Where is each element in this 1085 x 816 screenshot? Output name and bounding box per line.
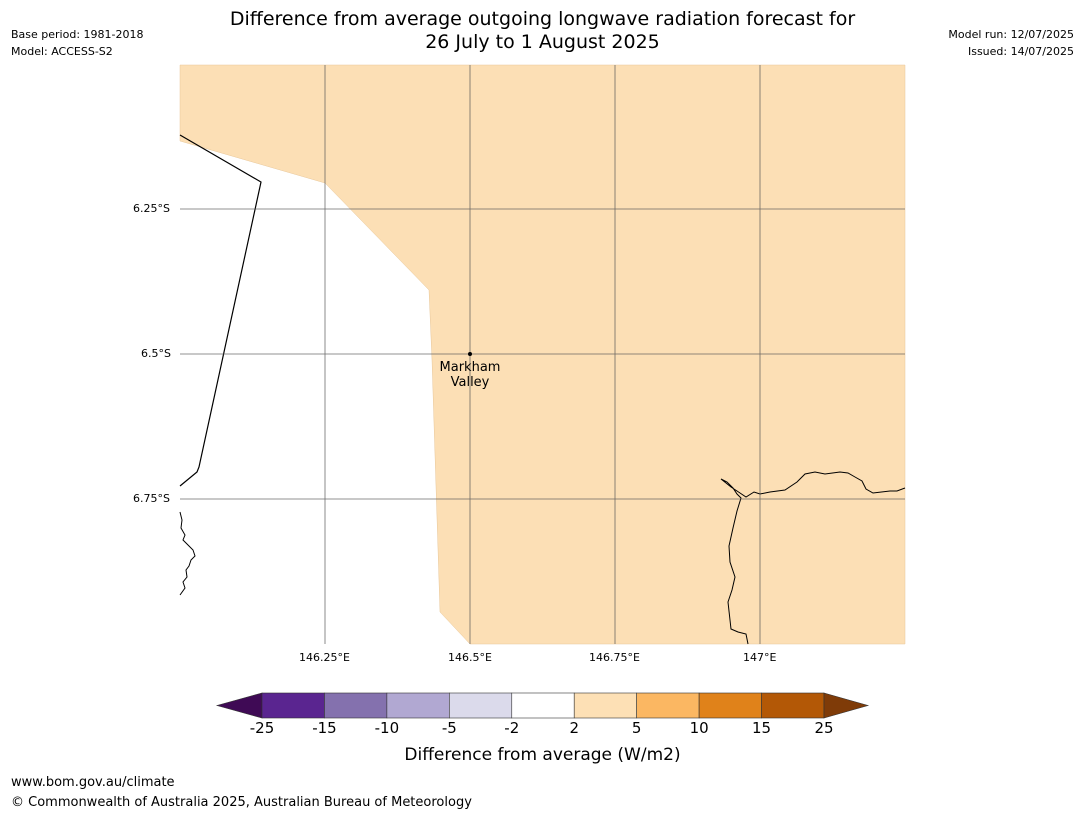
colorbar-tick-label: -15 bbox=[312, 719, 337, 737]
coastline-right bbox=[720, 471, 906, 645]
colorbar-bin-10-to-15 bbox=[698, 692, 762, 719]
chart-title: Difference from average outgoing longwav… bbox=[0, 8, 1085, 54]
colorbar-bin--2-to-2 bbox=[511, 692, 575, 719]
lon-label-146.5: 146.5°E bbox=[448, 651, 492, 664]
colorbar-bin--10-to--5 bbox=[386, 692, 450, 719]
colorbar-bin-2-to-5 bbox=[573, 692, 637, 719]
meta-left: Base period: 1981-2018 Model: ACCESS-S2 bbox=[11, 26, 143, 60]
colorbar-bin--5-to--2 bbox=[449, 692, 513, 719]
colorbar-bin--15-to--10 bbox=[324, 692, 388, 719]
gridlines bbox=[180, 65, 905, 644]
colorbar-tick-label: 2 bbox=[569, 719, 579, 737]
place-label-line-1: Markham bbox=[439, 360, 501, 375]
issued-date: Issued: 14/07/2025 bbox=[967, 45, 1074, 58]
colorbar-tick-label: -25 bbox=[249, 719, 275, 737]
colorbar-extend-low bbox=[215, 692, 263, 719]
model-run: Model run: 12/07/2025 bbox=[948, 28, 1074, 41]
footer-url[interactable]: www.bom.gov.au/climate bbox=[11, 775, 175, 790]
meta-right: Model run: 12/07/2025 Issued: 14/07/2025 bbox=[948, 26, 1074, 60]
colorbar-tick-label: 5 bbox=[631, 719, 642, 737]
place-label-line-2: Valley bbox=[450, 375, 490, 390]
base-period: Base period: 1981-2018 bbox=[11, 28, 144, 41]
colorbar-bin-5-to-10 bbox=[636, 692, 700, 719]
border-line bbox=[179, 134, 262, 487]
model-name: Model: ACCESS-S2 bbox=[11, 45, 113, 58]
lon-label-147: 147°E bbox=[743, 651, 777, 664]
colorbar-extend-high bbox=[823, 692, 870, 719]
place-label: Markham Valley bbox=[410, 360, 530, 390]
title-line-2: 26 July to 1 August 2025 bbox=[425, 31, 660, 53]
colorbar-tick-label: -10 bbox=[374, 719, 400, 737]
colorbar-bin--25-to--15 bbox=[261, 692, 325, 719]
colorbar-tick-label: 10 bbox=[689, 719, 709, 737]
title-line-1: Difference from average outgoing longwav… bbox=[229, 8, 856, 30]
colorbar bbox=[215, 692, 870, 719]
coastline-left bbox=[179, 511, 196, 596]
lon-label-146.75: 146.75°E bbox=[589, 651, 640, 664]
colorbar-tick-label: 25 bbox=[814, 719, 834, 737]
colorbar-bin-15-to-25 bbox=[761, 692, 825, 719]
lat-label-6.75: 6.75°S bbox=[133, 492, 170, 505]
colorbar-label: Difference from average (W/m2) bbox=[404, 745, 681, 765]
colorbar-tick-label: 15 bbox=[752, 719, 772, 737]
place-marker bbox=[468, 352, 472, 356]
colorbar-tick-label: -2 bbox=[504, 719, 520, 737]
lon-label-146.25: 146.25°E bbox=[299, 651, 350, 664]
lat-label-6.5: 6.5°S bbox=[141, 347, 171, 360]
colorbar-tick-label: -5 bbox=[441, 719, 457, 737]
footer-copyright: © Commonwealth of Australia 2025, Austra… bbox=[11, 795, 472, 810]
lat-label-6.25: 6.25°S bbox=[133, 202, 170, 215]
